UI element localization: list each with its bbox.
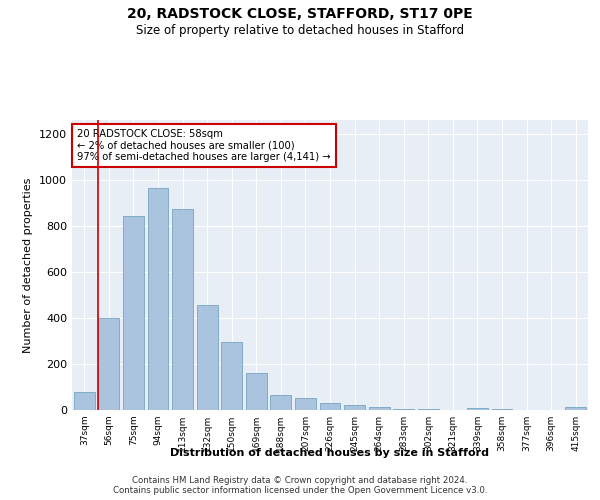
Bar (368, 406, 389, 410)
Bar (98, 318, 119, 410)
Bar (393, 409, 414, 410)
Bar (123, 216, 144, 410)
Bar (172, 208, 193, 410)
Text: Size of property relative to detached houses in Stafford: Size of property relative to detached ho… (136, 24, 464, 37)
Y-axis label: Number of detached properties: Number of detached properties (23, 178, 34, 352)
Bar (246, 373, 267, 410)
Text: 20, RADSTOCK CLOSE, STAFFORD, ST17 0PE: 20, RADSTOCK CLOSE, STAFFORD, ST17 0PE (127, 8, 473, 22)
Text: 20 RADSTOCK CLOSE: 58sqm
← 2% of detached houses are smaller (100)
97% of semi-d: 20 RADSTOCK CLOSE: 58sqm ← 2% of detache… (77, 128, 331, 162)
Bar (565, 406, 586, 410)
Bar (74, 392, 95, 410)
Bar (221, 342, 242, 410)
Bar (418, 409, 439, 410)
Text: Contains public sector information licensed under the Open Government Licence v3: Contains public sector information licen… (113, 486, 487, 495)
Bar (295, 398, 316, 410)
Bar (467, 408, 488, 410)
Bar (148, 188, 169, 410)
Bar (271, 395, 292, 410)
Bar (197, 306, 218, 410)
Text: Distribution of detached houses by size in Stafford: Distribution of detached houses by size … (170, 448, 490, 458)
Text: Contains HM Land Registry data © Crown copyright and database right 2024.: Contains HM Land Registry data © Crown c… (132, 476, 468, 485)
Bar (344, 405, 365, 410)
Bar (320, 402, 340, 410)
Bar (491, 409, 512, 410)
